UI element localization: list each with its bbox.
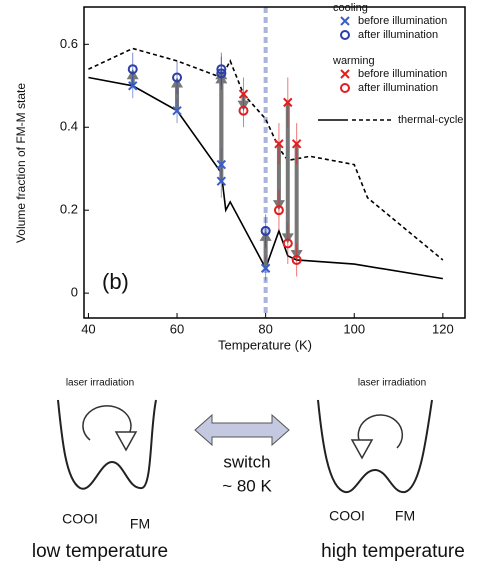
state-label: COOI — [329, 508, 365, 524]
state-label: FM — [395, 508, 415, 524]
cycle-arrow — [357, 414, 404, 449]
potential-well — [317, 399, 433, 494]
legend-group-title: warming — [332, 55, 375, 67]
arrow-head — [350, 439, 374, 460]
y-tick-label: 0 — [71, 285, 78, 300]
caption: laser irradiation — [358, 378, 426, 389]
switch-label: switch — [223, 452, 270, 471]
switch-temp: ~ 80 K — [222, 476, 272, 495]
legend-label: before illumination — [358, 15, 447, 27]
caption: laser irradiation — [66, 378, 134, 389]
switch-arrow — [194, 413, 290, 447]
x-marker — [340, 16, 350, 26]
x-marker — [216, 176, 227, 186]
o-marker — [291, 254, 302, 265]
plot-frame — [83, 6, 466, 319]
o-marker — [216, 68, 227, 79]
panel-caption: low temperature — [32, 541, 168, 562]
x-tick-label: 100 — [343, 321, 365, 336]
x-marker — [260, 263, 271, 273]
legend-label: after illumination — [358, 82, 438, 94]
legend-group-title: cooling — [333, 2, 368, 14]
o-marker — [340, 83, 350, 93]
x-marker — [291, 139, 302, 149]
o-marker — [260, 225, 271, 236]
y-tick-label: 0.6 — [60, 36, 78, 51]
cycle-arrow — [82, 405, 132, 441]
state-label: FM — [130, 516, 150, 532]
x-marker — [283, 97, 293, 108]
o-marker — [127, 64, 138, 75]
state-label: COOI — [62, 511, 98, 527]
thermal-cycle-line — [88, 76, 443, 280]
x-marker — [340, 69, 350, 79]
x-marker — [128, 81, 138, 91]
o-marker — [172, 72, 183, 83]
legend-label: before illumination — [358, 68, 447, 80]
legend-label: after illumination — [358, 29, 438, 41]
y-axis-label: Volume fraction of FM-M state — [14, 83, 28, 243]
x-tick-label: 40 — [81, 321, 95, 336]
x-axis-label: Temperature (K) — [218, 337, 312, 352]
arrow-head — [114, 431, 138, 452]
o-marker — [282, 238, 293, 249]
x-tick-label: 120 — [432, 321, 454, 336]
potential-well — [57, 399, 157, 490]
o-marker — [238, 105, 249, 116]
x-tick-label: 80 — [258, 321, 272, 336]
y-tick-label: 0.4 — [60, 119, 78, 134]
o-marker — [273, 205, 284, 216]
legend-label: thermal-cycle — [398, 114, 463, 126]
y-tick-label: 0.2 — [60, 202, 78, 217]
x-marker — [274, 139, 284, 149]
panel-label: (b) — [102, 269, 129, 294]
x-marker — [216, 159, 227, 170]
panel-caption: high temperature — [321, 541, 465, 562]
x-tick-label: 60 — [170, 321, 184, 336]
diagram: laser irradiation COOI FM low temperatur… — [32, 378, 465, 562]
o-marker — [340, 30, 350, 40]
x-marker — [172, 105, 182, 116]
